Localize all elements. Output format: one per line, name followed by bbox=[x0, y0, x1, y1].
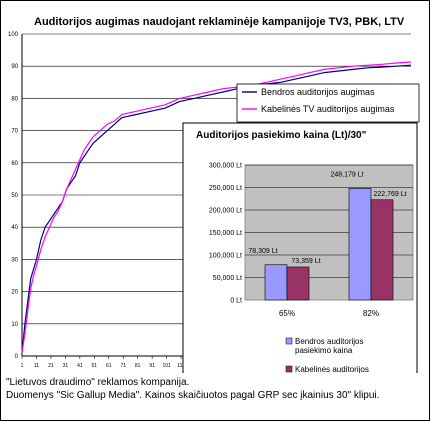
y-tick-label: 80 bbox=[11, 96, 18, 102]
bar-2-82% bbox=[370, 199, 394, 301]
chart-footer: "Lietuvos draudimo" reklamos kompanija. … bbox=[6, 376, 430, 402]
bar-data-label: 222,769 Lt bbox=[373, 191, 406, 198]
footer-line-2: Duomenys "Sic Gallup Media". Kainos skai… bbox=[6, 390, 380, 401]
bar-category-label: 82% bbox=[363, 309, 379, 318]
bar-legend-label-1: Bendros auditorijos bbox=[295, 337, 363, 346]
bar-y-tick-label: 150,000 Lt bbox=[209, 230, 242, 237]
bar-2-65% bbox=[286, 266, 310, 301]
y-tick-label: 10 bbox=[11, 322, 18, 328]
bar-data-label: 73,359 Lt bbox=[291, 258, 320, 265]
bar-y-tick-label: 250,000 Lt bbox=[209, 185, 242, 192]
x-tick-label: 11 bbox=[34, 363, 39, 369]
y-tick-label: 100 bbox=[8, 32, 19, 38]
line-legend bbox=[236, 83, 420, 123]
y-tick-label: 50 bbox=[11, 193, 18, 199]
bar-y-tick-label: 300,000 Lt bbox=[209, 163, 242, 170]
bar-y-tick-label: 200,000 Lt bbox=[209, 208, 242, 215]
x-tick-label: 91 bbox=[149, 363, 155, 369]
y-tick-label: 40 bbox=[11, 225, 18, 231]
bar-legend-swatch-1 bbox=[285, 337, 293, 345]
y-tick-label: 30 bbox=[11, 257, 18, 263]
line-series-2 bbox=[21, 61, 412, 353]
bar-legend-label-2: Kabelinės auditorijos bbox=[295, 365, 369, 373]
y-tick-label: 70 bbox=[11, 129, 18, 135]
bar-data-label: 248,179 Lt bbox=[330, 171, 363, 178]
y-tick-label: 0 bbox=[15, 354, 19, 360]
footer-line-1: "Lietuvos draudimo" reklamos kompanija. bbox=[6, 377, 190, 388]
x-tick-label: 71 bbox=[120, 363, 126, 369]
x-tick-label: 101 bbox=[162, 363, 171, 369]
chart-canvas: Auditorijos augimas naudojant reklaminėj… bbox=[8, 16, 420, 373]
line-chart-title: Auditorijos augimas naudojant reklaminėj… bbox=[34, 16, 405, 28]
bar-data-label: 78,309 Lt bbox=[248, 248, 277, 255]
bar-legend-label-1-line2: pasiekimo kaina bbox=[295, 346, 353, 355]
bar-category-label: 65% bbox=[279, 309, 295, 318]
line-series-1 bbox=[21, 64, 412, 353]
x-tick-label: 21 bbox=[48, 363, 54, 369]
bar-y-tick-label: 50,000 Lt bbox=[213, 275, 242, 282]
y-tick-label: 60 bbox=[11, 161, 18, 167]
x-tick-label: 81 bbox=[135, 363, 141, 369]
x-tick-label: 31 bbox=[63, 363, 69, 369]
x-tick-label: 111 bbox=[177, 363, 185, 369]
y-tick-label: 90 bbox=[11, 64, 18, 70]
x-tick-label: 1 bbox=[21, 363, 24, 369]
x-tick-label: 51 bbox=[92, 363, 98, 369]
x-tick-label: 41 bbox=[77, 363, 83, 369]
bar-legend-swatch-2 bbox=[285, 365, 293, 373]
legend-label-2: Kabelinės TV auditorijos augimas bbox=[261, 104, 395, 114]
bar-y-tick-label: 100,000 Lt bbox=[209, 253, 242, 260]
bar-1-82% bbox=[348, 188, 372, 301]
bar-y-tick-label: 0 Lt bbox=[230, 298, 242, 305]
bar-1-65% bbox=[264, 264, 288, 301]
bar-chart-title: Auditorijos pasiekimo kaina (Lt)/30" bbox=[196, 130, 367, 141]
legend-label-1: Bendros auditorijos augimas bbox=[261, 87, 375, 97]
y-tick-label: 20 bbox=[11, 290, 18, 296]
x-tick-label: 61 bbox=[106, 363, 112, 369]
